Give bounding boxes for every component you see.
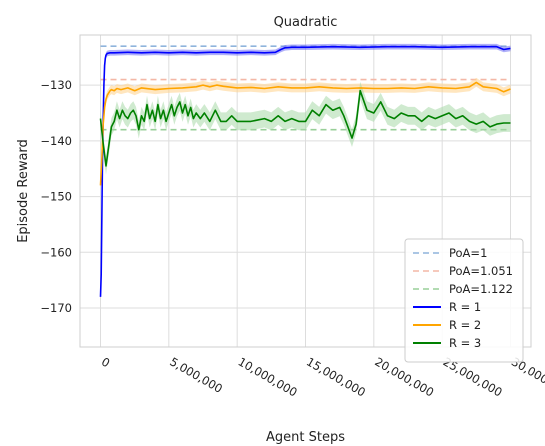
legend-label: PoA=1 <box>449 246 487 260</box>
legend-label: R = 2 <box>449 318 481 332</box>
legend-label: PoA=1.122 <box>449 282 513 296</box>
series-band <box>100 77 511 190</box>
confidence-bands <box>100 43 511 300</box>
y-tick-labels: −170 −160 −150 −140 −130 <box>40 78 72 315</box>
series-band <box>100 81 511 175</box>
legend-box <box>404 238 524 363</box>
y-axis-label: Episode Reward <box>16 139 31 243</box>
x-tick-label: 5,000,000 <box>167 354 225 395</box>
y-tick-label: −140 <box>40 134 72 148</box>
y-tick-label: −130 <box>40 78 72 92</box>
plot-frame <box>79 34 532 348</box>
x-tick-label: 0 <box>99 354 112 370</box>
legend-label: PoA=1.051 <box>449 264 513 278</box>
y-tick-label: −160 <box>40 245 72 259</box>
legend-label: R = 1 <box>449 300 481 314</box>
x-tick-label: 15,000,000 <box>304 354 368 399</box>
y-tick-label: −150 <box>40 190 72 204</box>
series-line <box>99 89 511 167</box>
series-lines <box>99 45 511 297</box>
chart-title: Quadratic <box>274 15 338 30</box>
legend: PoA=1 PoA=1.051 PoA=1.122 R = 1 R = 2 R = 3 <box>404 238 524 363</box>
x-axis-label: Agent Steps <box>266 430 345 445</box>
y-tick-label: −170 <box>40 301 72 315</box>
series-line <box>99 81 511 186</box>
legend-label: R = 3 <box>449 336 481 350</box>
x-tick-label: 10,000,000 <box>236 354 300 399</box>
series-line <box>99 45 511 297</box>
